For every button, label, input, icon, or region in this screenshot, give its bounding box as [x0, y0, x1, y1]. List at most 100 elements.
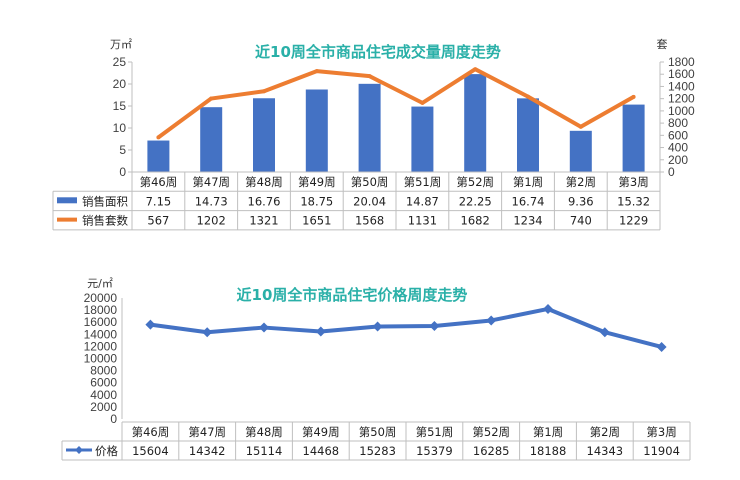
y-tick: 18000	[84, 303, 118, 317]
data-label-sales-area: 14.87	[406, 194, 439, 208]
x-category-label: 第49周	[298, 175, 336, 189]
chart-title: 近10周全市商品住宅价格周度走势	[237, 286, 468, 304]
point-price	[656, 341, 667, 352]
x-category-label: 第3周	[646, 425, 676, 439]
data-label-price: 15604	[132, 444, 169, 458]
point-sales-units	[631, 94, 636, 99]
point-sales-units	[526, 94, 530, 99]
x-category-label: 第46周	[140, 175, 178, 189]
data-label-sales-units: 1651	[302, 214, 331, 228]
point-price	[486, 315, 497, 326]
y-tick-right: 1000	[668, 104, 695, 118]
x-category-label: 第51周	[416, 425, 454, 439]
bar-sales-area	[517, 98, 539, 172]
point-sales-units	[473, 67, 478, 72]
point-sales-units	[262, 89, 266, 94]
y-tick: 12000	[84, 339, 118, 353]
x-category-label: 第2周	[566, 175, 596, 189]
y-tick: 16000	[84, 315, 118, 329]
y-tick: 0	[110, 412, 117, 426]
bar-sales-area	[411, 106, 434, 172]
y-axis-left-label: 万㎡	[110, 38, 132, 51]
point-sales-units	[578, 124, 583, 129]
x-category-label: 第1周	[533, 425, 563, 439]
x-category-label: 第52周	[456, 175, 494, 189]
point-price	[315, 326, 326, 337]
y-tick-right: 600	[668, 128, 688, 142]
y-tick: 10000	[84, 352, 118, 366]
data-label-price: 14342	[189, 444, 226, 458]
y-tick-right: 1400	[668, 79, 695, 93]
y-tick-left: 15	[113, 99, 127, 113]
x-category-label: 第48周	[245, 175, 283, 189]
legend-sales-units: 销售套数	[82, 214, 128, 228]
data-label-sales-area: 16.76	[248, 194, 281, 208]
y-tick-left: 5	[119, 143, 126, 157]
y-tick: 20000	[84, 291, 118, 305]
y-axis-label: 元/㎡	[87, 277, 113, 290]
data-label-price: 15379	[416, 444, 453, 458]
x-category-label: 第3周	[618, 175, 648, 189]
x-category-label: 第46周	[132, 425, 170, 439]
point-price	[202, 327, 213, 338]
y-tick: 4000	[90, 388, 117, 402]
point-sales-units	[314, 69, 319, 74]
point-price	[259, 322, 269, 333]
x-category-label: 第48周	[245, 425, 283, 439]
legend-sales-area: 销售面积	[82, 194, 128, 208]
line-sales-units	[157, 67, 635, 139]
y-tick-right: 0	[668, 165, 675, 179]
data-label-sales-area: 15.32	[617, 194, 650, 208]
x-category-label: 第50周	[351, 175, 389, 189]
y-tick-left: 20	[113, 77, 127, 91]
x-category-label: 第51周	[404, 175, 442, 189]
y-tick-left: 0	[119, 165, 126, 179]
chart-title: 近10周全市商品住宅成交量周度走势	[255, 43, 501, 61]
y-axis-right-label: 套	[657, 38, 668, 51]
point-price	[372, 321, 383, 332]
point-sales-units	[156, 135, 161, 140]
x-category-label: 第52周	[472, 425, 510, 439]
y-tick-right: 1800	[668, 55, 695, 69]
data-label-sales-units: 1202	[197, 214, 226, 228]
data-label-sales-units: 567	[147, 214, 169, 228]
data-label-sales-units: 1229	[619, 214, 648, 228]
bar-sales-area	[253, 98, 275, 172]
y-tick-left: 25	[113, 55, 127, 69]
bar-sales-area	[569, 130, 592, 172]
y-tick-right: 1600	[668, 67, 695, 81]
data-label-sales-units: 1321	[249, 214, 278, 228]
legend-price: 价格	[95, 444, 118, 458]
legend-bar-icon	[57, 197, 77, 204]
line-price	[150, 306, 663, 349]
data-label-sales-area: 7.15	[146, 194, 172, 208]
x-category-label: 第2周	[590, 425, 620, 439]
x-category-label: 第1周	[513, 175, 543, 189]
data-label-sales-units: 1234	[513, 214, 542, 228]
data-label-sales-area: 20.04	[353, 194, 386, 208]
data-label-price: 14343	[587, 444, 624, 458]
bar-sales-area	[464, 74, 487, 172]
y-tick: 2000	[90, 400, 117, 414]
y-tick: 14000	[84, 327, 118, 341]
y-tick-right: 200	[668, 153, 688, 167]
data-label-sales-units: 740	[570, 214, 592, 228]
y-tick-right: 400	[668, 141, 688, 155]
data-label-price: 14468	[303, 444, 340, 458]
data-label-price: 16285	[473, 444, 510, 458]
data-label-sales-units: 1682	[461, 214, 490, 228]
data-label-price: 11904	[643, 444, 680, 458]
x-category-label: 第47周	[188, 425, 226, 439]
x-category-label: 第47周	[192, 175, 230, 189]
bar-sales-area	[358, 83, 381, 172]
data-label-sales-area: 18.75	[300, 194, 333, 208]
point-price	[543, 303, 553, 314]
data-label-sales-area: 14.73	[195, 194, 228, 208]
bar-sales-area	[622, 104, 645, 172]
bar-sales-area	[147, 140, 170, 172]
data-label-price: 15114	[246, 444, 283, 458]
bar-sales-area	[305, 89, 328, 172]
y-tick-right: 1200	[668, 92, 695, 106]
point-sales-units	[209, 96, 214, 101]
